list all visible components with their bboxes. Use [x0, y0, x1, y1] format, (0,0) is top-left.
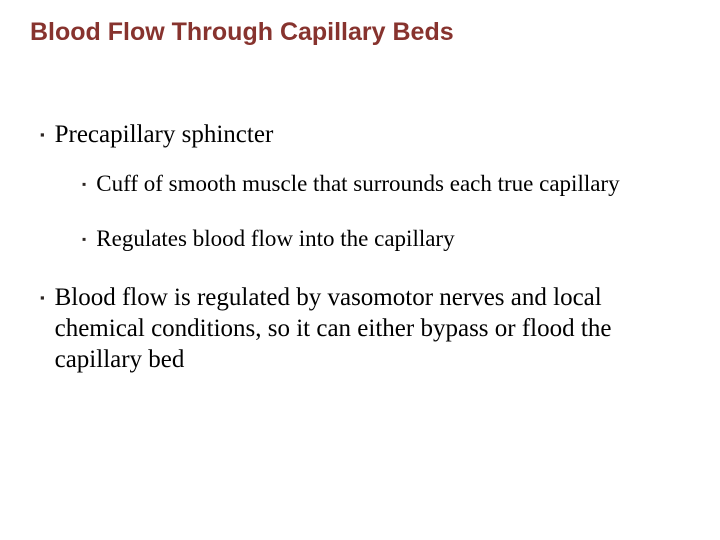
square-bullet-icon: ▪ [82, 177, 86, 191]
bullet-level2: ▪ Regulates blood flow into the capillar… [82, 225, 690, 254]
slide-title: Blood Flow Through Capillary Beds [30, 18, 690, 47]
bullet-text: Cuff of smooth muscle that surrounds eac… [96, 170, 619, 199]
square-bullet-icon: ▪ [40, 127, 45, 142]
bullet-level1: ▪ Blood flow is regulated by vasomotor n… [40, 282, 690, 376]
square-bullet-icon: ▪ [40, 290, 45, 305]
bullet-level1: ▪ Precapillary sphincter ▪ Cuff of smoot… [40, 119, 690, 254]
bullet-row: ▪ Precapillary sphincter [40, 119, 690, 150]
bullet-text: Precapillary sphincter [55, 119, 274, 150]
bullet-level2: ▪ Cuff of smooth muscle that surrounds e… [82, 170, 690, 199]
bullet-row: ▪ Regulates blood flow into the capillar… [82, 225, 690, 254]
square-bullet-icon: ▪ [82, 232, 86, 246]
bullet-row: ▪ Blood flow is regulated by vasomotor n… [40, 282, 690, 376]
bullet-row: ▪ Cuff of smooth muscle that surrounds e… [82, 170, 690, 199]
bullet-text: Regulates blood flow into the capillary [96, 225, 454, 254]
slide: Blood Flow Through Capillary Beds ▪ Prec… [0, 0, 720, 540]
bullet-text: Blood flow is regulated by vasomotor ner… [55, 282, 675, 376]
